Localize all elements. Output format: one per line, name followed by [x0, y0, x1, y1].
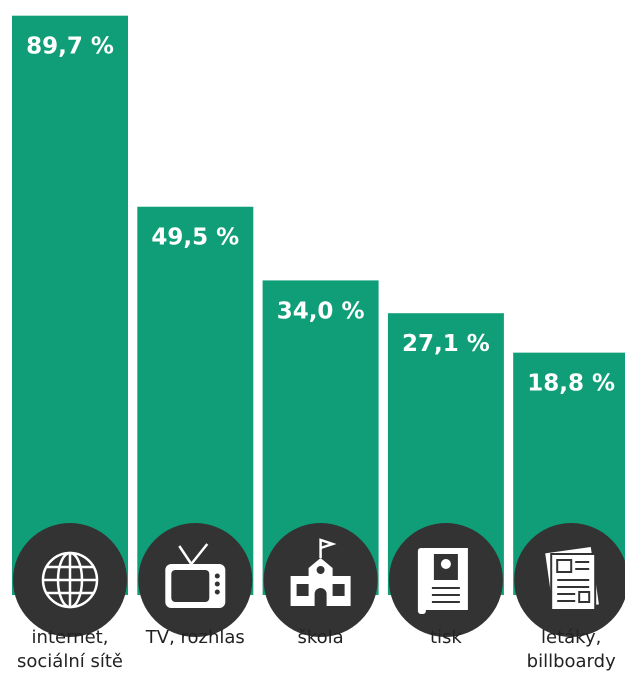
- icon: [545, 546, 599, 611]
- icon-part: [557, 561, 590, 602]
- value-label: 18,8 %: [527, 371, 615, 397]
- category-label: TV, rozhlas: [145, 627, 245, 648]
- icon-part: [171, 570, 210, 602]
- icon-part: [440, 559, 451, 569]
- icon-part: [214, 573, 220, 579]
- icon-part: [178, 543, 209, 565]
- icon-part: [578, 591, 591, 603]
- category-label: internet, sociální sítě: [17, 627, 123, 672]
- category-label: škola: [297, 627, 344, 648]
- value-label: 27,1 %: [402, 331, 490, 357]
- icon: [165, 543, 226, 608]
- value-label: 49,5 %: [151, 225, 239, 251]
- icon-part: [296, 584, 309, 596]
- icon-part: [332, 584, 345, 596]
- value-label: 89,7 %: [26, 34, 114, 60]
- icon-part: [214, 589, 220, 595]
- icon-part: [319, 538, 337, 558]
- icon-part: [556, 559, 573, 573]
- icon-part: [214, 581, 220, 587]
- icon: [41, 551, 99, 609]
- bar: [12, 15, 128, 595]
- icon-part: [431, 587, 460, 603]
- icon: [290, 538, 351, 606]
- icon-part: [417, 548, 426, 614]
- category-label: tisk: [429, 627, 462, 648]
- icon-part: [47, 565, 93, 595]
- icon-part: [316, 566, 325, 574]
- category-label: letáky, billboardy: [526, 627, 616, 672]
- value-label: 34,0 %: [277, 298, 365, 324]
- icon: [417, 548, 468, 614]
- icon-part: [314, 588, 327, 606]
